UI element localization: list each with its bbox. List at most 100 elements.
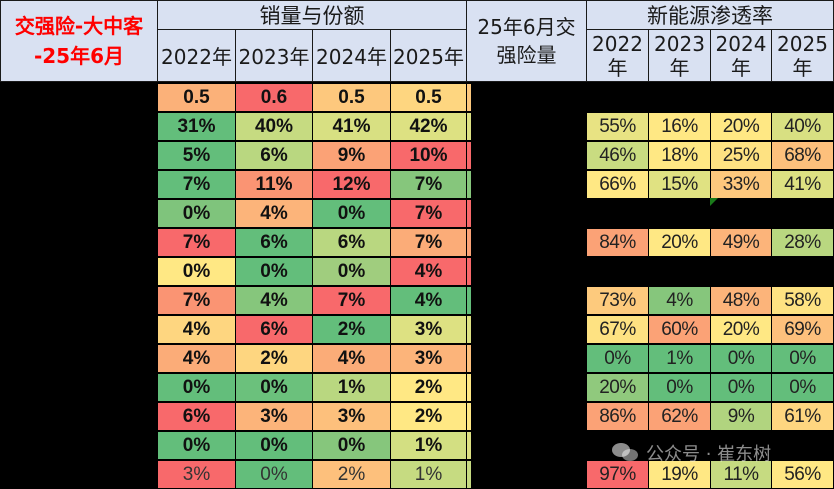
volume-cell[interactable]: [466, 83, 472, 112]
nev-cell[interactable]: 49%: [710, 228, 772, 257]
nev-cell[interactable]: 62%: [648, 402, 711, 431]
sales-cell[interactable]: 31%: [157, 112, 236, 141]
volume-cell[interactable]: [466, 431, 472, 460]
nev-cell[interactable]: 0%: [586, 344, 649, 373]
nev-cell[interactable]: 20%: [710, 112, 772, 141]
nev-cell[interactable]: 97%: [586, 460, 649, 489]
nev-cell[interactable]: 20%: [710, 315, 772, 344]
sales-cell[interactable]: 1%: [312, 373, 391, 402]
nev-cell[interactable]: 20%: [648, 228, 711, 257]
sales-cell[interactable]: 0.6: [235, 83, 313, 112]
nev-cell[interactable]: 16%: [648, 112, 711, 141]
volume-cell[interactable]: [466, 228, 472, 257]
sales-cell[interactable]: 0%: [312, 199, 391, 228]
sales-cell[interactable]: 2%: [312, 315, 391, 344]
sales-cell[interactable]: 7%: [157, 170, 236, 199]
sales-cell[interactable]: 7%: [157, 228, 236, 257]
sales-cell[interactable]: 40%: [235, 112, 313, 141]
sales-cell[interactable]: 3%: [235, 402, 313, 431]
volume-cell[interactable]: [466, 344, 472, 373]
sales-cell[interactable]: 3%: [157, 460, 236, 489]
sales-cell[interactable]: 0%: [235, 431, 313, 460]
sales-cell[interactable]: 0.5: [312, 83, 391, 112]
sales-cell[interactable]: 2%: [390, 373, 467, 402]
sales-cell[interactable]: 0%: [312, 257, 391, 286]
sales-cell[interactable]: 4%: [390, 257, 467, 286]
nev-cell[interactable]: 0%: [771, 373, 834, 402]
sales-cell[interactable]: 12%: [312, 170, 391, 199]
sales-cell[interactable]: 6%: [235, 141, 313, 170]
volume-cell[interactable]: [466, 141, 472, 170]
nev-cell[interactable]: 58%: [771, 286, 834, 315]
nev-cell[interactable]: 61%: [771, 402, 834, 431]
sales-cell[interactable]: 0.5: [157, 83, 236, 112]
sales-cell[interactable]: 9%: [312, 141, 391, 170]
volume-cell[interactable]: [466, 460, 472, 489]
volume-cell[interactable]: [466, 257, 472, 286]
nev-cell[interactable]: 18%: [648, 141, 711, 170]
nev-cell[interactable]: 19%: [648, 460, 711, 489]
sales-cell[interactable]: 3%: [312, 402, 391, 431]
volume-cell[interactable]: [466, 286, 472, 315]
nev-cell[interactable]: 1%: [648, 344, 711, 373]
nev-cell[interactable]: 0%: [710, 373, 772, 402]
nev-cell[interactable]: 40%: [771, 112, 834, 141]
sales-cell[interactable]: 0%: [235, 460, 313, 489]
sales-cell[interactable]: 7%: [390, 228, 467, 257]
sales-cell[interactable]: 0%: [157, 373, 236, 402]
sales-cell[interactable]: 41%: [312, 112, 391, 141]
nev-cell[interactable]: 41%: [771, 170, 834, 199]
sales-cell[interactable]: 0%: [157, 199, 236, 228]
nev-cell[interactable]: 69%: [771, 315, 834, 344]
nev-cell[interactable]: 33%: [710, 170, 772, 199]
sales-cell[interactable]: 10%: [390, 141, 467, 170]
nev-cell[interactable]: 46%: [586, 141, 649, 170]
sales-cell[interactable]: 2%: [235, 344, 313, 373]
sales-cell[interactable]: 7%: [390, 199, 467, 228]
nev-cell[interactable]: 9%: [710, 402, 772, 431]
volume-cell[interactable]: [466, 199, 472, 228]
nev-cell[interactable]: 25%: [710, 141, 772, 170]
sales-cell[interactable]: 6%: [235, 315, 313, 344]
sales-cell[interactable]: 7%: [312, 286, 391, 315]
sales-cell[interactable]: 7%: [157, 286, 236, 315]
sales-cell[interactable]: 0.5: [390, 83, 467, 112]
nev-cell[interactable]: 86%: [586, 402, 649, 431]
sales-cell[interactable]: 4%: [157, 315, 236, 344]
sales-cell[interactable]: 4%: [235, 199, 313, 228]
nev-cell[interactable]: 0%: [648, 373, 711, 402]
sales-cell[interactable]: 11%: [235, 170, 313, 199]
nev-cell[interactable]: 11%: [710, 460, 772, 489]
nev-cell[interactable]: 55%: [586, 112, 649, 141]
nev-cell[interactable]: 28%: [771, 228, 834, 257]
volume-cell[interactable]: [466, 402, 472, 431]
sales-cell[interactable]: 4%: [390, 286, 467, 315]
sales-cell[interactable]: 4%: [312, 344, 391, 373]
volume-cell[interactable]: [466, 170, 472, 199]
sales-cell[interactable]: 1%: [390, 460, 467, 489]
nev-cell[interactable]: 60%: [648, 315, 711, 344]
sales-cell[interactable]: 2%: [312, 460, 391, 489]
volume-cell[interactable]: [466, 315, 472, 344]
sales-cell[interactable]: 5%: [157, 141, 236, 170]
sales-cell[interactable]: 0%: [235, 257, 313, 286]
sales-cell[interactable]: 7%: [390, 170, 467, 199]
sales-cell[interactable]: 3%: [390, 315, 467, 344]
nev-cell[interactable]: 15%: [648, 170, 711, 199]
nev-cell[interactable]: 68%: [771, 141, 834, 170]
nev-cell[interactable]: 67%: [586, 315, 649, 344]
sales-cell[interactable]: 42%: [390, 112, 467, 141]
sales-cell[interactable]: 4%: [157, 344, 236, 373]
volume-cell[interactable]: [466, 373, 472, 402]
nev-cell[interactable]: 48%: [710, 286, 772, 315]
sales-cell[interactable]: 1%: [390, 431, 467, 460]
sales-cell[interactable]: 0%: [235, 373, 313, 402]
sales-cell[interactable]: 4%: [235, 286, 313, 315]
sales-cell[interactable]: 6%: [312, 228, 391, 257]
nev-cell[interactable]: 4%: [648, 286, 711, 315]
sales-cell[interactable]: 6%: [157, 402, 236, 431]
sales-cell[interactable]: 0%: [157, 431, 236, 460]
sales-cell[interactable]: 2%: [390, 402, 467, 431]
nev-cell[interactable]: 73%: [586, 286, 649, 315]
nev-cell[interactable]: 0%: [771, 344, 834, 373]
